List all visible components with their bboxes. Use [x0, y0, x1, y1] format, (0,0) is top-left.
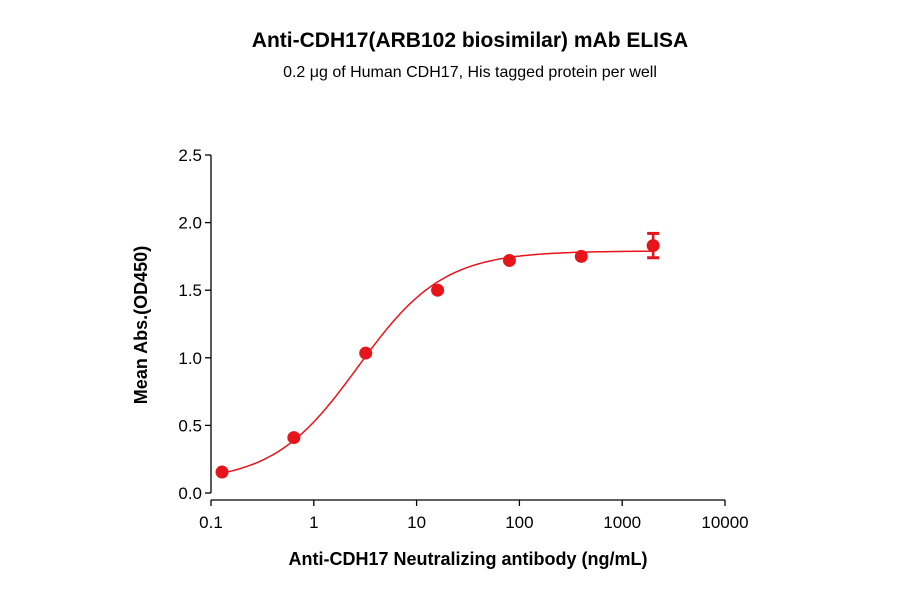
chart-title: Anti-CDH17(ARB102 biosimilar) mAb ELISA [252, 29, 688, 52]
data-point [646, 239, 660, 253]
y-tick-label: 1.5 [178, 281, 202, 300]
data-point [574, 249, 588, 263]
x-axis-label: Anti-CDH17 Neutralizing antibody (ng/mL) [289, 549, 648, 569]
y-tick-label: 0.5 [178, 416, 202, 435]
x-tick-label: 0.1 [199, 513, 223, 532]
data-point [359, 346, 373, 360]
y-tick-label: 1.0 [178, 349, 202, 368]
data-point [215, 465, 229, 479]
x-tick-label: 1 [309, 513, 318, 532]
x-tick-label: 10000 [701, 513, 748, 532]
axes: 0.0 0.5 1.0 1.5 2.0 2.5 0.1 1 10 100 1000 10000 [178, 146, 748, 532]
chart-subtitle: 0.2 μg of Human CDH17, His tagged protei… [283, 64, 657, 81]
y-tick-label: 0.0 [178, 484, 202, 503]
data-point [502, 253, 516, 267]
y-axis-label: Mean Abs.(OD450) [131, 246, 151, 404]
data-points [215, 231, 660, 479]
x-tick-label: 1000 [603, 513, 641, 532]
y-tick-label: 2.0 [178, 214, 202, 233]
x-tick-label: 10 [407, 513, 426, 532]
x-tick-label: 100 [505, 513, 533, 532]
y-tick-label: 2.5 [178, 146, 202, 165]
data-point [431, 283, 445, 297]
data-point [287, 431, 301, 445]
